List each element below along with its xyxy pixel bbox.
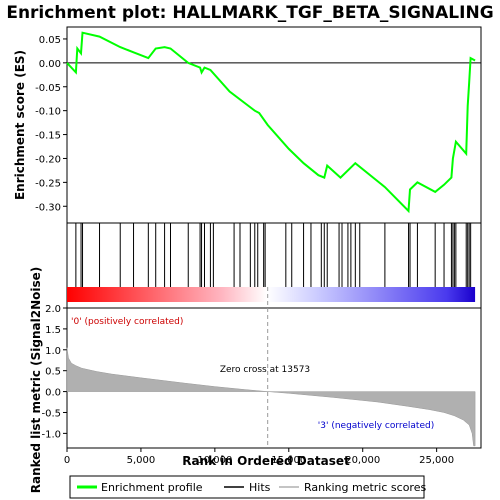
metric-y-tick-label: 0.0 bbox=[45, 388, 61, 399]
x-ticks: 0 5,000 10,000 15,000 20,000 25,000 bbox=[64, 448, 454, 466]
legend-label-enrichment: Enrichment profile bbox=[101, 481, 203, 494]
metric-y-ticks: 2.0 1.5 1.0 0.5 0.0 -0.5 -1.0 bbox=[41, 304, 67, 440]
x-tick-label: 0 bbox=[64, 455, 70, 466]
metric-y-tick-label: 0.5 bbox=[45, 367, 61, 378]
x-axis-title: Rank in Ordered Dataset bbox=[182, 454, 350, 468]
es-y-tick-label: -0.15 bbox=[35, 131, 61, 142]
legend-label-hits: Hits bbox=[249, 481, 271, 494]
x-tick-label: 10,000 bbox=[197, 455, 232, 466]
es-panel-frame bbox=[66, 26, 482, 224]
ranking-metric-area bbox=[66, 347, 476, 447]
es-y-ticks: 0.05 0.00 -0.05 -0.10 -0.15 -0.20 -0.25 -0.30 bbox=[35, 35, 67, 213]
metric-y-tick-label: 1.5 bbox=[45, 325, 61, 336]
x-tick-label: 5,000 bbox=[127, 455, 156, 466]
es-y-axis-title: Enrichment score (ES) bbox=[13, 50, 27, 200]
legend-box bbox=[69, 475, 425, 499]
es-y-tick-label: 0.05 bbox=[39, 35, 61, 46]
es-y-tick-label: -0.05 bbox=[35, 83, 61, 94]
enrichment-profile-line bbox=[66, 31, 476, 214]
x-tick-label: 15,000 bbox=[271, 455, 306, 466]
zero-cross-label: Zero cross at 13573 bbox=[220, 365, 310, 375]
x-tick-label: 20,000 bbox=[345, 455, 380, 466]
metric-y-tick-label: -1.0 bbox=[41, 429, 61, 440]
legend-label-metric: Ranking metric scores bbox=[304, 481, 426, 494]
chart-title: Enrichment plot: HALLMARK_TGF_BETA_SIGNA… bbox=[6, 3, 493, 23]
positive-correlation-label: '0' (positively correlated) bbox=[71, 317, 183, 327]
metric-y-tick-label: 1.0 bbox=[45, 346, 61, 357]
es-y-tick-label: -0.25 bbox=[35, 178, 61, 189]
x-tick-label: 25,000 bbox=[419, 455, 454, 466]
es-y-tick-label: -0.10 bbox=[35, 107, 61, 118]
es-y-tick-label: -0.30 bbox=[35, 202, 61, 213]
metric-y-axis-title: Ranked list metric (Signal2Noise) bbox=[29, 267, 43, 494]
negative-correlation-label: '3' (negatively correlated) bbox=[318, 421, 434, 431]
metric-y-tick-label: -0.5 bbox=[41, 408, 61, 419]
ranked-list-color-bar bbox=[67, 287, 476, 302]
metric-y-tick-label: 2.0 bbox=[45, 304, 61, 315]
es-y-tick-label: 0.00 bbox=[39, 59, 61, 70]
es-y-tick-label: -0.20 bbox=[35, 154, 61, 165]
hit-marks bbox=[75, 223, 472, 287]
